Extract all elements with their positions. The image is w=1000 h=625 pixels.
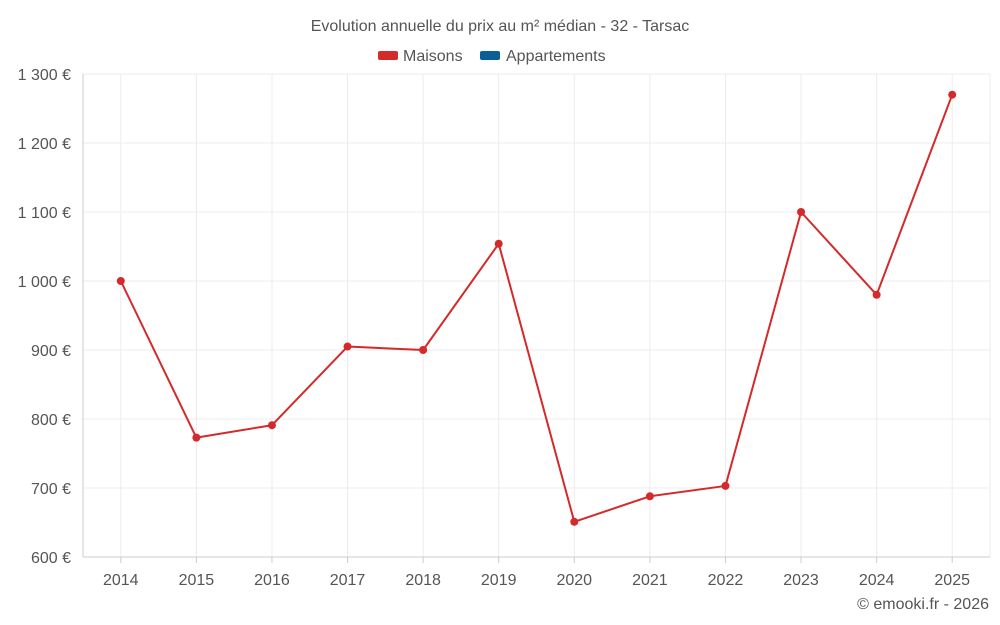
y-tick-label: 700 € bbox=[31, 481, 71, 498]
x-tick-label: 2016 bbox=[254, 572, 290, 589]
legend-label-appartements: Appartements bbox=[506, 48, 606, 65]
data-point[interactable] bbox=[267, 421, 276, 430]
data-point[interactable] bbox=[721, 481, 730, 490]
axes bbox=[82, 74, 990, 563]
y-tick-label: 600 € bbox=[31, 550, 71, 567]
x-tick-label: 2023 bbox=[783, 572, 819, 589]
x-tick-label: 2019 bbox=[481, 572, 517, 589]
x-tick-label: 2017 bbox=[330, 572, 366, 589]
x-tick-label: 2018 bbox=[405, 572, 441, 589]
y-axis-labels: 600 € 700 € 800 € 900 € 1 000 € 1 100 € 1 200 … bbox=[18, 67, 71, 567]
x-tick-label: 2014 bbox=[103, 572, 139, 589]
data-point[interactable] bbox=[116, 277, 125, 285]
y-tick-label: 1 200 € bbox=[18, 136, 71, 153]
x-tick-label: 2024 bbox=[859, 572, 895, 589]
series-maisons bbox=[116, 90, 957, 526]
data-point[interactable] bbox=[570, 517, 579, 526]
x-tick-label: 2020 bbox=[556, 572, 592, 589]
data-point[interactable] bbox=[343, 342, 352, 351]
y-tick-label: 900 € bbox=[31, 343, 71, 360]
data-point[interactable] bbox=[948, 90, 957, 99]
data-point[interactable] bbox=[872, 290, 881, 299]
data-point[interactable] bbox=[419, 346, 428, 354]
legend-swatch-maisons bbox=[378, 51, 398, 60]
grid bbox=[83, 73, 991, 558]
x-axis-labels: 2014 2015 2016 2017 2018 2019 2020 2021 2022 2023… bbox=[103, 572, 970, 589]
x-tick-label: 2022 bbox=[708, 572, 744, 589]
legend: Maisons Appartements bbox=[378, 48, 606, 65]
legend-item-appartements[interactable]: Appartements bbox=[480, 48, 606, 65]
y-tick-label: 1 000 € bbox=[18, 274, 71, 291]
legend-item-maisons[interactable]: Maisons bbox=[378, 48, 463, 65]
credit-text: © emooki.fr - 2026 bbox=[857, 596, 989, 613]
series-line bbox=[119, 94, 954, 523]
data-point[interactable] bbox=[192, 433, 201, 442]
y-tick-label: 800 € bbox=[31, 412, 71, 429]
data-point[interactable] bbox=[494, 239, 503, 248]
x-tick-label: 2015 bbox=[179, 572, 215, 589]
chart-title: Evolution annuelle du prix au m² médian … bbox=[311, 18, 690, 35]
data-point[interactable] bbox=[645, 492, 654, 501]
y-tick-label: 1 300 € bbox=[18, 67, 71, 84]
legend-label-maisons: Maisons bbox=[403, 48, 463, 65]
legend-swatch-appartements bbox=[480, 51, 500, 60]
y-tick-label: 1 100 € bbox=[18, 205, 71, 222]
x-tick-label: 2025 bbox=[934, 572, 970, 589]
data-point[interactable] bbox=[797, 208, 806, 216]
x-tick-label: 2021 bbox=[632, 572, 668, 589]
